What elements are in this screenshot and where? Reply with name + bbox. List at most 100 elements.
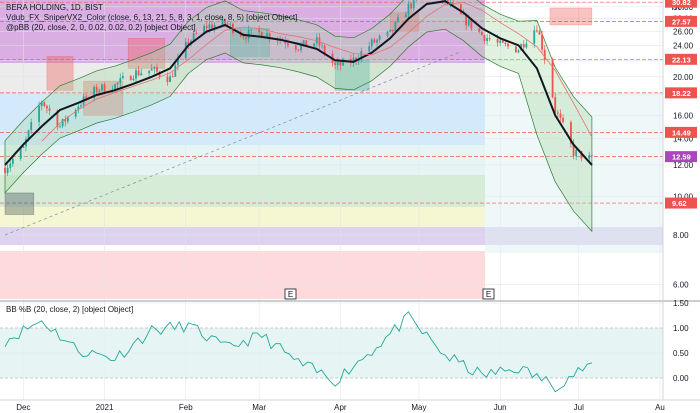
candle-body: [355, 57, 357, 61]
candle-body: [59, 126, 61, 128]
zone-red-bottom: [0, 251, 485, 299]
candle-body: [334, 62, 337, 66]
candle-body: [525, 43, 528, 48]
candle-body: [535, 30, 538, 32]
price-tick-label: 26.00: [673, 28, 694, 37]
candle-body: [43, 102, 46, 106]
time-axis[interactable]: Dec 2021 Feb Mar Apr May Jun Jul Au: [16, 403, 665, 412]
candle-body: [156, 67, 158, 72]
candle-body: [478, 28, 481, 32]
candle-body: [30, 122, 33, 131]
candle-body: [77, 106, 80, 110]
percent-b-axis[interactable]: 0.00 0.50 1.00 1.50: [673, 299, 689, 383]
candle-body: [6, 167, 9, 174]
time-tick-label: Jul: [574, 403, 584, 412]
price-tag-box: [665, 126, 697, 138]
candle-body: [174, 65, 177, 77]
time-tick-label: Mar: [252, 403, 266, 412]
candle-body: [507, 44, 509, 47]
candle-body: [522, 44, 525, 48]
candle-body: [588, 155, 591, 159]
zone-green: [0, 175, 485, 207]
earnings-marker-1[interactable]: E: [284, 288, 297, 300]
candle-body: [378, 35, 381, 40]
signal-boxes: [4, 7, 593, 215]
candle-body: [370, 39, 373, 47]
candle-body: [541, 34, 543, 50]
candle-body: [373, 39, 376, 43]
candle-body: [386, 31, 389, 36]
candle-body: [119, 78, 122, 83]
candle-body: [389, 29, 392, 32]
percent-b-pane: BB %B (20, close, 2) [object Object]: [0, 302, 663, 393]
candle-body: [300, 44, 302, 51]
candle-body: [342, 59, 344, 66]
signal-box: [46, 56, 74, 91]
price-tag-label: 12.59: [672, 153, 691, 162]
price-tick-label: 20.00: [673, 73, 694, 82]
legend: BERA HOLDING, 1D, BIST Vdub_FX_SniperVX2…: [6, 3, 297, 32]
candle-body: [203, 26, 206, 34]
candle-body: [391, 29, 394, 32]
candle-body: [397, 17, 399, 22]
price-axis[interactable]: 6.008.0010.0012.0014.0016.0018.0020.0022…: [673, 0, 694, 290]
signal-box: [4, 192, 35, 215]
candle-body: [46, 105, 48, 109]
candle-body: [187, 41, 190, 45]
candle-body: [64, 118, 67, 122]
candle-body: [22, 146, 25, 148]
candle-body: [480, 31, 483, 36]
price-tick-label: 12.00: [673, 161, 694, 170]
candle-body: [135, 70, 137, 79]
candle-body: [116, 82, 119, 85]
price-tag-box: [665, 53, 697, 65]
price-tag-label: 27.57: [672, 17, 691, 26]
price-tick-label: 6.00: [673, 281, 689, 290]
candle-body: [11, 158, 14, 164]
zone-light-teal: [0, 145, 485, 175]
time-tick-label: Jun: [494, 403, 507, 412]
candle-body: [4, 167, 6, 174]
earnings-marker-2[interactable]: E: [482, 288, 495, 300]
candle-body: [101, 84, 103, 91]
grid: [0, 0, 663, 400]
candle-body: [132, 78, 135, 81]
price-tick-label: 16.00: [673, 111, 694, 120]
price-tag-box: [665, 15, 697, 27]
candle-body: [122, 76, 124, 79]
candle-body: [496, 39, 499, 43]
percent-b-tick-label: 0.50: [673, 349, 689, 358]
ma-line: [4, 0, 593, 166]
legend-indicator-3: BB %B (20, close, 2) [object Object]: [6, 305, 133, 314]
candle-body: [192, 33, 195, 41]
candle-body: [501, 40, 504, 43]
candle-body: [80, 105, 82, 107]
candle-body: [572, 143, 575, 156]
candle-body: [554, 97, 557, 113]
legend-indicator-2: @pBB (20, close, 2, 0, 0.02, 0.02, 0.2) …: [6, 23, 196, 32]
candle-body: [250, 29, 253, 31]
earnings-label-1: E: [288, 290, 293, 299]
candle-body: [19, 147, 22, 159]
candle-body: [575, 150, 578, 156]
candle-body: [441, 0, 444, 1]
candle-body: [294, 45, 297, 50]
candle-body: [195, 33, 198, 35]
earnings-box-1: [284, 288, 297, 300]
candle-body: [171, 76, 174, 78]
trend-line: [4, 51, 461, 236]
candle-body: [297, 49, 300, 51]
candle-body: [221, 18, 224, 25]
time-tick-label: Au: [655, 403, 665, 412]
candle-body: [559, 113, 562, 118]
candle-body: [153, 67, 156, 69]
candle-body: [93, 86, 95, 98]
candle-body: [551, 59, 554, 98]
candle-body: [129, 76, 132, 81]
price-tick-label: 8.00: [673, 231, 689, 240]
candle-body: [140, 73, 143, 76]
time-tick-label: 2021: [96, 403, 114, 412]
candle-body: [368, 46, 371, 52]
time-tick-label: Feb: [179, 403, 193, 412]
